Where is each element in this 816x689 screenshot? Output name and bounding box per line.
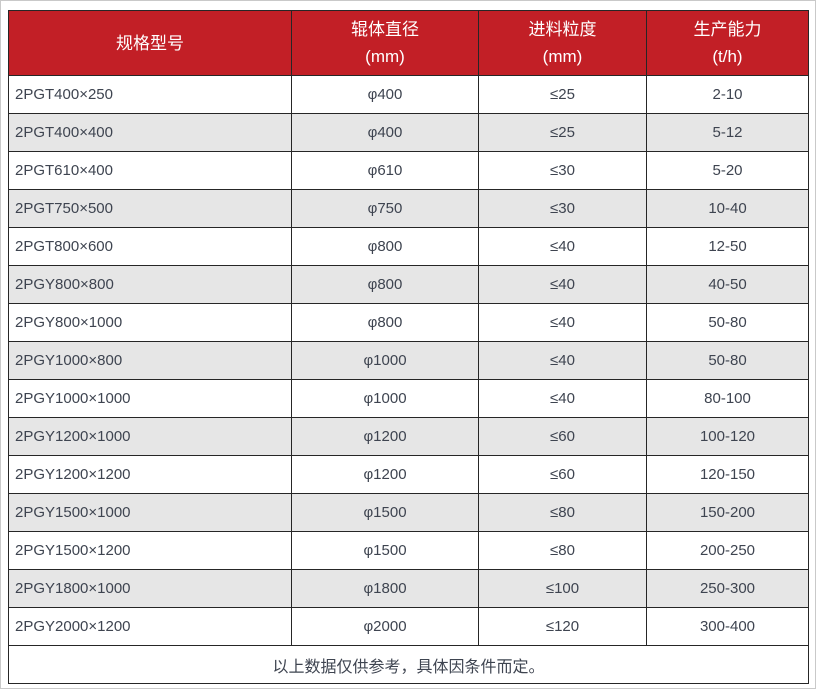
spec-table-body: 2PGT400×250 φ400 ≤25 2-10 2PGT400×400 φ400 ≤25… (8, 75, 809, 646)
table-row: 2PGY1500×1000 φ1500 ≤80 150-200 (8, 493, 809, 532)
cell-model: 2PGY1000×800 (8, 341, 292, 380)
cell-feed-size: ≤40 (478, 303, 647, 342)
footer-row: 以上数据仅供参考，具体因条件而定。 (8, 645, 809, 684)
cell-capacity: 2-10 (646, 75, 809, 114)
cell-feed-size: ≤40 (478, 227, 647, 266)
cell-roller-diameter: φ1000 (291, 379, 479, 418)
cell-feed-size: ≤80 (478, 531, 647, 570)
cell-capacity: 150-200 (646, 493, 809, 532)
table-footer: 以上数据仅供参考，具体因条件而定。 (8, 645, 809, 684)
cell-feed-size: ≤60 (478, 417, 647, 456)
header-capacity: 生产能力 (t/h) (646, 10, 809, 76)
cell-feed-size: ≤30 (478, 189, 647, 228)
header-capacity-unit: (t/h) (712, 47, 743, 66)
cell-capacity: 5-20 (646, 151, 809, 190)
header-roller-diameter-label: 辊体直径 (351, 20, 419, 39)
cell-roller-diameter: φ610 (291, 151, 479, 190)
table-header: 规格型号 辊体直径 (mm) 进料粒度 (mm) 生产能力 (t/h) (8, 10, 809, 76)
table-row: 2PGT400×250 φ400 ≤25 2-10 (8, 75, 809, 114)
cell-capacity: 100-120 (646, 417, 809, 456)
cell-model: 2PGT750×500 (8, 189, 292, 228)
cell-roller-diameter: φ1500 (291, 493, 479, 532)
cell-model: 2PGY2000×1200 (8, 607, 292, 646)
table-row: 2PGY800×800 φ800 ≤40 40-50 (8, 265, 809, 304)
cell-model: 2PGY1000×1000 (8, 379, 292, 418)
cell-roller-diameter: φ800 (291, 227, 479, 266)
header-roller-diameter: 辊体直径 (mm) (291, 10, 479, 76)
table-row: 2PGY1000×800 φ1000 ≤40 50-80 (8, 341, 809, 380)
cell-roller-diameter: φ1800 (291, 569, 479, 608)
header-row: 规格型号 辊体直径 (mm) 进料粒度 (mm) 生产能力 (t/h) (8, 10, 809, 76)
cell-capacity: 50-80 (646, 341, 809, 380)
footer-note: 以上数据仅供参考，具体因条件而定。 (8, 645, 809, 684)
cell-model: 2PGY1800×1000 (8, 569, 292, 608)
cell-model: 2PGY1200×1000 (8, 417, 292, 456)
cell-capacity: 300-400 (646, 607, 809, 646)
cell-feed-size: ≤30 (478, 151, 647, 190)
cell-feed-size: ≤100 (478, 569, 647, 608)
spec-table: 规格型号 辊体直径 (mm) 进料粒度 (mm) 生产能力 (t/h) 2PGT… (8, 10, 809, 684)
cell-capacity: 50-80 (646, 303, 809, 342)
cell-feed-size: ≤120 (478, 607, 647, 646)
table-row: 2PGY1800×1000 φ1800 ≤100 250-300 (8, 569, 809, 608)
cell-capacity: 80-100 (646, 379, 809, 418)
cell-roller-diameter: φ1000 (291, 341, 479, 380)
cell-roller-diameter: φ1200 (291, 455, 479, 494)
cell-capacity: 5-12 (646, 113, 809, 152)
table-row: 2PGT800×600 φ800 ≤40 12-50 (8, 227, 809, 266)
cell-capacity: 120-150 (646, 455, 809, 494)
table-row: 2PGY1200×1000 φ1200 ≤60 100-120 (8, 417, 809, 456)
cell-roller-diameter: φ1200 (291, 417, 479, 456)
header-roller-diameter-unit: (mm) (365, 47, 405, 66)
cell-model: 2PGY1500×1000 (8, 493, 292, 532)
cell-feed-size: ≤80 (478, 493, 647, 532)
header-capacity-label: 生产能力 (693, 20, 762, 39)
cell-model: 2PGY1200×1200 (8, 455, 292, 494)
cell-roller-diameter: φ1500 (291, 531, 479, 570)
header-feed-size: 进料粒度 (mm) (478, 10, 647, 76)
table-row: 2PGY2000×1200 φ2000 ≤120 300-400 (8, 607, 809, 646)
cell-feed-size: ≤25 (478, 113, 647, 152)
cell-feed-size: ≤40 (478, 265, 647, 304)
header-feed-size-unit: (mm) (542, 47, 583, 66)
table-row: 2PGT750×500 φ750 ≤30 10-40 (8, 189, 809, 228)
header-model: 规格型号 (8, 10, 292, 76)
cell-feed-size: ≤40 (478, 379, 647, 418)
cell-model: 2PGT610×400 (8, 151, 292, 190)
cell-roller-diameter: φ800 (291, 265, 479, 304)
table-row: 2PGT400×400 φ400 ≤25 5-12 (8, 113, 809, 152)
cell-roller-diameter: φ800 (291, 303, 479, 342)
cell-capacity: 10-40 (646, 189, 809, 228)
cell-capacity: 200-250 (646, 531, 809, 570)
cell-capacity: 40-50 (646, 265, 809, 304)
header-feed-size-label: 进料粒度 (528, 20, 597, 39)
cell-roller-diameter: φ400 (291, 113, 479, 152)
cell-capacity: 250-300 (646, 569, 809, 608)
cell-model: 2PGY800×800 (8, 265, 292, 304)
cell-model: 2PGY1500×1200 (8, 531, 292, 570)
header-model-label: 规格型号 (116, 33, 184, 53)
cell-feed-size: ≤25 (478, 75, 647, 114)
table-row: 2PGY1000×1000 φ1000 ≤40 80-100 (8, 379, 809, 418)
cell-model: 2PGT400×250 (8, 75, 292, 114)
table-row: 2PGY800×1000 φ800 ≤40 50-80 (8, 303, 809, 342)
cell-model: 2PGT800×600 (8, 227, 292, 266)
table-row: 2PGY1200×1200 φ1200 ≤60 120-150 (8, 455, 809, 494)
cell-roller-diameter: φ750 (291, 189, 479, 228)
cell-feed-size: ≤60 (478, 455, 647, 494)
cell-roller-diameter: φ400 (291, 75, 479, 114)
table-row: 2PGY1500×1200 φ1500 ≤80 200-250 (8, 531, 809, 570)
table-row: 2PGT610×400 φ610 ≤30 5-20 (8, 151, 809, 190)
cell-feed-size: ≤40 (478, 341, 647, 380)
cell-capacity: 12-50 (646, 227, 809, 266)
cell-model: 2PGT400×400 (8, 113, 292, 152)
cell-roller-diameter: φ2000 (291, 607, 479, 646)
cell-model: 2PGY800×1000 (8, 303, 292, 342)
